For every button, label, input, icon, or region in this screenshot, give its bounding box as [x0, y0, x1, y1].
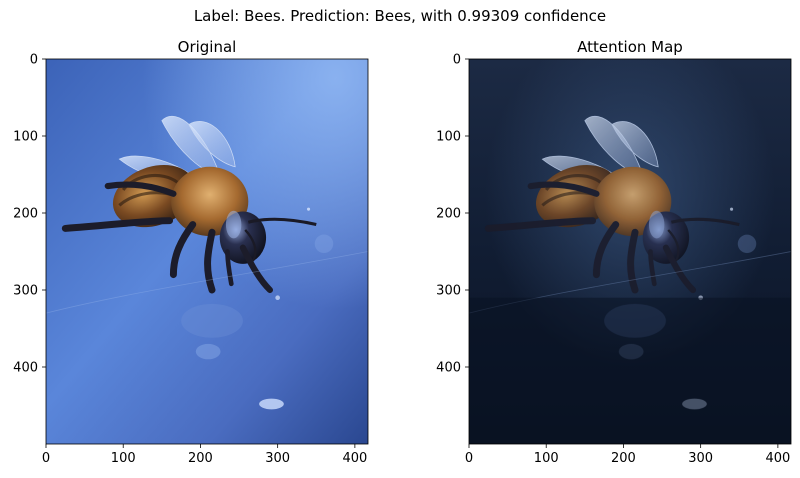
subplot-title: Original	[178, 38, 237, 56]
x-tick-label: 100	[111, 451, 136, 466]
x-tick-label: 400	[765, 451, 790, 466]
x-tick-label: 200	[188, 451, 213, 466]
original-image	[46, 59, 368, 444]
x-tick-label: 200	[611, 451, 636, 466]
y-tick-label: 200	[13, 207, 38, 222]
y-tick-label: 0	[453, 53, 461, 68]
subplot-1: Original 0 100 200 300 400 0 100 200 300 400	[13, 38, 369, 466]
axes-frame	[45, 58, 369, 445]
x-tick-label: 300	[688, 451, 713, 466]
y-tick-label: 400	[13, 361, 38, 376]
y-tick-label: 200	[436, 207, 461, 222]
subplot-title: Attention Map	[577, 38, 683, 56]
x-tick-label: 0	[42, 451, 50, 466]
x-tick-label: 100	[534, 451, 559, 466]
axes-frame	[468, 58, 792, 445]
attention-map-image	[469, 59, 791, 444]
figure-suptitle: Label: Bees. Prediction: Bees, with 0.99…	[193, 7, 607, 25]
y-tick-label: 100	[436, 130, 461, 145]
y-tick-label: 100	[13, 130, 38, 145]
y-tick-label: 300	[436, 284, 461, 299]
x-tick-label: 300	[265, 451, 290, 466]
subplot-2: Attention Map 0 100 200 300 400 0 100 200 300 400	[436, 38, 792, 466]
x-tick-label: 400	[342, 451, 367, 466]
y-tick-label: 300	[13, 284, 38, 299]
y-tick-label: 0	[30, 53, 38, 68]
x-tick-label: 0	[465, 451, 473, 466]
y-tick-label: 400	[436, 361, 461, 376]
